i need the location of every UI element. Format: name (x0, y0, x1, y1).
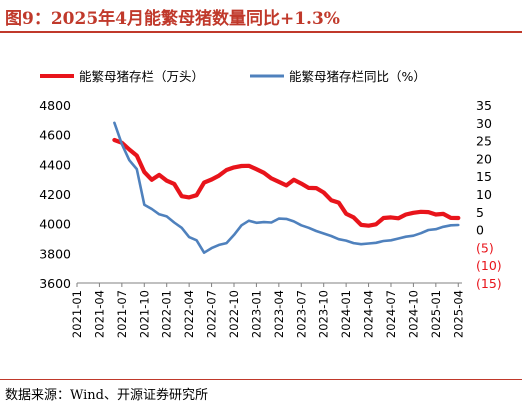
x-tick-label: 2023-01 (249, 290, 263, 338)
x-tick-label: 2021-07 (115, 290, 129, 338)
x-tick-label: 2023-04 (272, 290, 286, 338)
source-note: 数据来源：Wind、开源证券研究所 (5, 388, 208, 403)
x-tick-label: 2022-10 (227, 290, 241, 338)
x-tick-label: 2025-01 (429, 290, 443, 338)
x-tick-label: 2025-04 (451, 290, 465, 338)
y-right-tick-label: (5) (476, 240, 494, 255)
x-tick-label: 2023-10 (317, 290, 331, 338)
x-tick-label: 2021-10 (137, 290, 151, 338)
series-line-stock (112, 137, 461, 228)
plot-lines (112, 121, 461, 254)
legend-label-stock: 能繁母猪存栏（万头） (79, 69, 204, 84)
x-tick-label: 2022-04 (182, 290, 196, 338)
x-tick-label: 2021-01 (70, 290, 84, 338)
y-right-tick-label: 15 (476, 169, 492, 184)
y-right-tick-label: 10 (476, 187, 492, 202)
y-left-tick-label: 3800 (39, 246, 71, 261)
y-right-tick-label: 0 (476, 223, 484, 238)
y-right-tick-label: 20 (476, 151, 492, 166)
y-right-tick-label: (10) (476, 258, 502, 273)
y-left-tick-label: 4800 (39, 98, 71, 113)
y-left-tick-label: 4200 (39, 187, 71, 202)
title-rule (0, 31, 522, 33)
x-tick-label: 2023-07 (294, 290, 308, 338)
chart-area: 能繁母猪存栏（万头） 能繁母猪存栏同比（%） 3600 3800 4000 4200 4… (39, 69, 501, 338)
series-line-yoy (113, 121, 460, 254)
x-tick-label: 2024-10 (406, 290, 420, 338)
y-right-tick-label: 25 (476, 134, 492, 149)
x-tick-label: 2024-01 (339, 290, 353, 338)
legend: 能繁母猪存栏（万头） 能繁母猪存栏同比（%） (40, 69, 426, 84)
x-tick-label: 2022-01 (160, 290, 174, 338)
y-left-tick-label: 4600 (39, 128, 71, 143)
axes: 3600 3800 4000 4200 4400 4600 4800 (15) (10) (5) 0… (39, 98, 501, 338)
x-tick-label: 2021-04 (92, 290, 106, 338)
x-tick-label: 2022-07 (205, 290, 219, 338)
x-tick-label: 2024-04 (362, 290, 376, 338)
y-left-tick-label: 3600 (39, 276, 71, 291)
chart-title: 图9：2025年4月能繁母猪数量同比+1.3% (5, 9, 340, 29)
legend-label-yoy: 能繁母猪存栏同比（%） (289, 69, 426, 84)
y-left-tick-label: 4400 (39, 157, 71, 172)
y-left-tick-label: 4000 (39, 217, 71, 232)
y-right-tick-label: 35 (476, 98, 492, 113)
y-right-tick-label: 5 (476, 205, 484, 220)
y-right-tick-label: (15) (476, 276, 502, 291)
x-tick-label: 2024-07 (384, 290, 398, 338)
source-rule (0, 379, 522, 380)
y-right-tick-label: 30 (476, 116, 492, 131)
